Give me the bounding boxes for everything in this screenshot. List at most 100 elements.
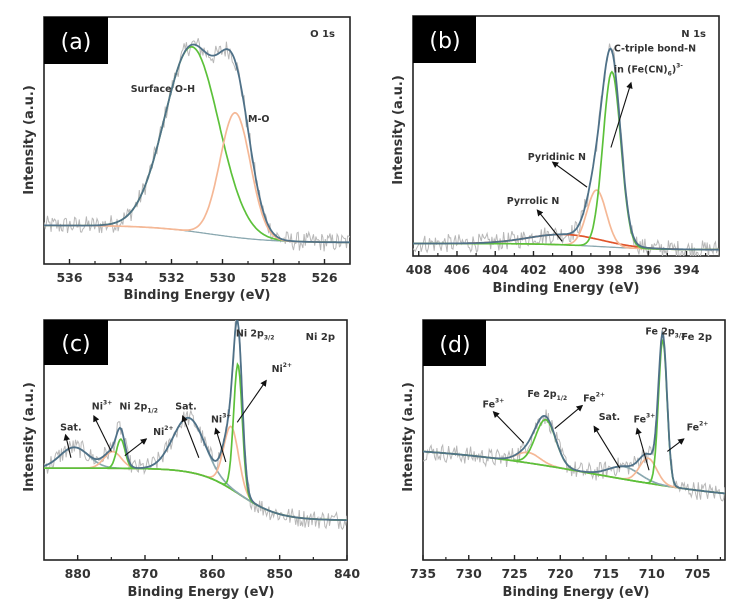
peak-annotation: Ni 2p1/2 [119, 402, 157, 415]
panel-tag-background [44, 320, 108, 365]
annotation-arrow [124, 438, 148, 457]
element-label: N 1s [681, 29, 706, 40]
panel-a-o1s: (a) O 1s Binding Energy (eV) Intensity (… [22, 16, 351, 303]
panel-c-ni2p: (c) Ni 2p Binding Energy (eV) Intensity … [22, 319, 360, 600]
x-ticks: 880 870 860 850 840 [65, 555, 360, 581]
x-tick-label: 528 [260, 270, 286, 285]
peak-annotation: M-O [248, 114, 269, 125]
panel-tag-background [44, 17, 108, 64]
peak-annotation: Fe3+ [633, 412, 655, 425]
x-tick-label: 532 [158, 270, 184, 285]
panel-tag-background [423, 320, 486, 366]
x-tick-label: 398 [597, 262, 623, 277]
x-tick-label: 705 [684, 566, 710, 581]
raw-spectrum-line [44, 320, 347, 531]
y-axis-label: Intensity (a.u.) [22, 382, 37, 492]
component-line [44, 437, 347, 521]
peak-annotation: Sat. [60, 423, 81, 434]
annotation-arrow [554, 404, 584, 429]
plot-area [413, 43, 719, 256]
plot-frame [43, 319, 348, 561]
y-axis-label: Intensity (a.u.) [22, 85, 37, 195]
annotations: Ni 2p3/2 Ni2+ Ni 2p1/2 Ni3+ Ni2+ Sat. Sat. Ni3+ [60, 329, 292, 463]
x-tick-label: 402 [520, 262, 546, 277]
x-tick-label: 735 [410, 566, 436, 581]
envelope-fit-line [423, 330, 725, 495]
component-line [413, 189, 719, 251]
component-line [44, 362, 347, 521]
panel-d-fe2p: (d) Fe 2p Binding Energy (eV) Intensity … [401, 319, 726, 600]
x-tick-label: 530 [209, 270, 235, 285]
annotations: Surface O-H M-O [131, 84, 270, 125]
x-ticks: 536 534 532 530 528 526 [56, 259, 338, 285]
plot-frame [422, 319, 726, 561]
annotation-arrow [236, 379, 267, 423]
x-ticks: 735 730 725 720 715 710 705 [410, 555, 722, 581]
annotation-arrow [181, 414, 200, 458]
peak-annotation: Pyridinic N [528, 152, 586, 163]
x-tick-label: 534 [107, 270, 133, 285]
x-tick-label: 710 [639, 566, 665, 581]
annotation-arrow [551, 161, 588, 188]
panel-b-n1s: (b) N 1s Binding Energy (eV) Intensity (… [391, 15, 720, 296]
x-axis-label: Binding Energy (eV) [493, 281, 640, 296]
plot-area [44, 38, 350, 252]
annotation-arrow [93, 415, 112, 452]
panel-tag: (c) [61, 332, 90, 357]
peak-annotation: Pyrrolic N [507, 196, 560, 207]
annotation-arrow [63, 433, 72, 458]
envelope-fit-line [44, 320, 347, 521]
x-tick-label: 396 [635, 262, 661, 277]
x-tick-label: 730 [456, 566, 482, 581]
plot-area [44, 320, 347, 531]
x-tick-label: 715 [593, 566, 619, 581]
annotation-arrow [593, 425, 621, 469]
raw-spectrum-line [44, 38, 350, 252]
annotation-arrow [492, 411, 525, 444]
annotation-arrow [667, 438, 685, 452]
y-axis-label: Intensity (a.u.) [401, 382, 416, 492]
component-line [44, 450, 347, 521]
peak-annotation: Fe3+ [482, 398, 504, 411]
plot-area [423, 328, 725, 502]
x-tick-label: 406 [444, 262, 470, 277]
x-tick-label: 840 [334, 566, 360, 581]
peak-annotation: Sat. [599, 412, 620, 423]
x-tick-label: 880 [65, 566, 91, 581]
component-line [44, 45, 350, 244]
peak-annotation: Ni3+ [211, 412, 231, 425]
x-tick-label: 408 [406, 262, 432, 277]
x-axis-label: Binding Energy (eV) [124, 288, 271, 303]
annotation-arrow [536, 209, 563, 242]
x-tick-label: 536 [56, 270, 82, 285]
x-tick-label: 394 [673, 262, 699, 277]
x-tick-label: 400 [559, 262, 585, 277]
x-tick-label: 850 [267, 566, 293, 581]
annotation-arrow [610, 81, 633, 148]
element-label: Ni 2p [306, 332, 335, 343]
peak-annotation: Fe2+ [687, 421, 709, 434]
peak-annotation: Fe2+ [583, 391, 605, 404]
x-tick-label: 860 [199, 566, 225, 581]
peak-annotation: Ni2+ [272, 362, 292, 375]
x-axis-label: Binding Energy (eV) [503, 585, 650, 600]
peak-annotation: Fe 2p1/2 [527, 389, 567, 402]
x-tick-label: 404 [482, 262, 508, 277]
envelope-fit-line [413, 47, 719, 251]
annotations: C-triple bond-N in (Fe(CN)6)3- Pyridinic N… [507, 43, 696, 242]
x-tick-label: 720 [547, 566, 573, 581]
component-line [44, 111, 350, 244]
panel-tag-background [413, 16, 476, 63]
peak-annotation: Sat. [175, 402, 196, 413]
x-axis-label: Binding Energy (eV) [128, 585, 275, 600]
peak-annotation: Ni2+ [153, 425, 173, 438]
y-axis-label: Intensity (a.u.) [391, 75, 406, 185]
x-ticks: 408 406 404 402 400 398 396 394 [406, 251, 707, 277]
annotations: Fe 2p3/2 Fe 2p1/2 Fe3+ Fe2+ Sat. Fe3+ Fe2+ [482, 327, 708, 471]
peak-annotation: Ni 2p3/2 [236, 329, 274, 342]
panel-tag: (b) [429, 29, 460, 54]
x-tick-label: 870 [132, 566, 158, 581]
peak-annotation: Fe 2p3/2 [645, 327, 685, 340]
peak-annotation: Ni3+ [92, 400, 112, 413]
